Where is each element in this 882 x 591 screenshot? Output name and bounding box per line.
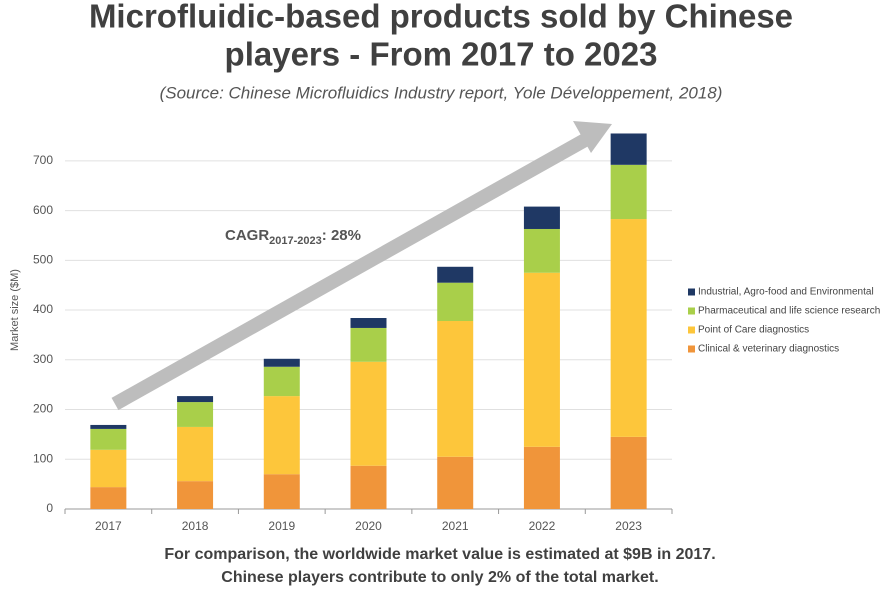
bar-segment: [177, 402, 214, 427]
annotation-sub: 2017-2023: [269, 235, 322, 247]
bar-segment: [523, 446, 560, 509]
bar-segment: [610, 133, 647, 165]
legend-label: Pharmaceutical and life science research: [698, 306, 880, 317]
legend-swatch: [688, 326, 695, 334]
chart-title: players - From 2017 to 2023: [225, 36, 658, 73]
x-tick-label: 2022: [529, 519, 556, 533]
y-tick-label: 100: [33, 451, 53, 465]
bar-segment: [437, 266, 474, 283]
x-tick-label: 2019: [268, 519, 295, 533]
chart-subtitle: (Source: Chinese Microfluidics Industry …: [160, 83, 723, 102]
bar-segment: [263, 474, 300, 509]
bar-segment: [523, 206, 560, 229]
bar-segment: [610, 164, 647, 220]
legend-swatch: [688, 307, 695, 315]
annotation-text: CAGR: [225, 227, 269, 244]
x-tick-label: 2017: [95, 519, 122, 533]
y-tick-label: 0: [46, 501, 53, 515]
bar-segment: [263, 366, 300, 397]
legend-swatch: [688, 345, 695, 353]
bar-segment: [350, 318, 387, 328]
bar-segment: [263, 358, 300, 367]
x-tick-label: 2021: [442, 519, 469, 533]
y-tick-label: 700: [33, 153, 53, 167]
bar-segment: [90, 487, 127, 509]
y-axis-label: Market size ($M): [9, 269, 21, 351]
bar-segment: [263, 396, 300, 475]
legend-label: Clinical & veterinary diagnostics: [698, 344, 839, 355]
bar-segment: [437, 320, 474, 457]
bar-segment: [437, 282, 474, 321]
bar-segment: [350, 327, 387, 362]
bar-segment: [177, 426, 214, 482]
footer: Chinese players contribute to only 2% of…: [221, 569, 658, 586]
bar-segment: [177, 481, 214, 509]
x-tick-label: 2020: [355, 519, 382, 533]
bars: [90, 133, 647, 509]
y-tick-label: 300: [33, 352, 53, 366]
bar-segment: [177, 396, 214, 403]
y-tick-label: 500: [33, 252, 53, 266]
bar-segment: [437, 456, 474, 509]
bar-segment: [350, 361, 387, 466]
x-tick-label: 2018: [182, 519, 209, 533]
annotation-suffix: : 28%: [322, 227, 361, 244]
legend-label: Industrial, Agro-food and Environmental: [698, 287, 874, 298]
bar-segment: [523, 228, 560, 273]
footer: For comparison, the worldwide market val…: [164, 546, 715, 563]
bar-segment: [90, 428, 127, 450]
legend-swatch: [688, 288, 695, 296]
arrow-head: [573, 121, 612, 153]
bar-segment: [90, 449, 127, 488]
bar-segment: [610, 436, 647, 509]
y-tick-label: 600: [33, 203, 53, 217]
bar-segment: [90, 424, 127, 429]
arrow-shaft: [111, 133, 589, 411]
y-tick-label: 400: [33, 302, 53, 316]
annotation: CAGR2017-2023: 28%: [225, 227, 361, 247]
chart-title: Microfluidic-based products sold by Chin…: [89, 0, 793, 35]
bar-segment: [610, 219, 647, 437]
x-tick-label: 2023: [615, 519, 642, 533]
legend-label: Point of Care diagnostics: [698, 325, 809, 336]
bar-segment: [350, 465, 387, 509]
trend-arrow: [111, 121, 612, 411]
bar-segment: [523, 272, 560, 447]
y-tick-label: 200: [33, 402, 53, 416]
